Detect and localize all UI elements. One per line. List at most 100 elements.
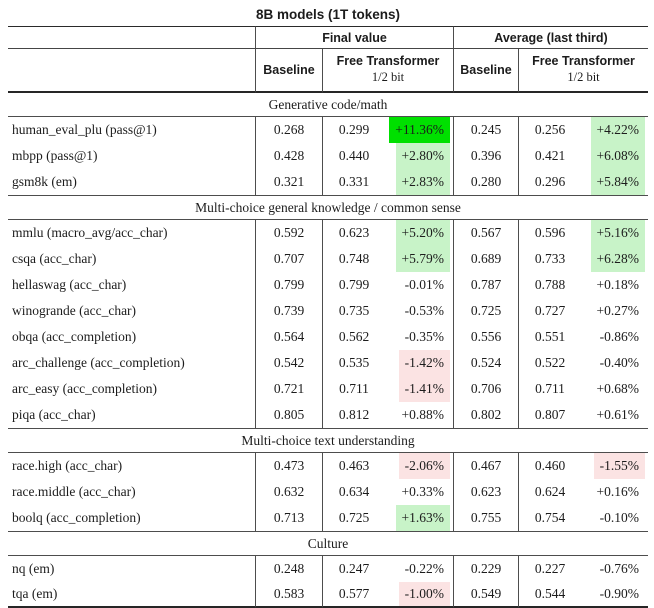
final-ft-value: 0.812 xyxy=(338,407,370,422)
final-free-transformer-cell: 0.748 +5.79% xyxy=(322,246,453,272)
final-free-transformer-cell: 0.535 -1.42% xyxy=(322,350,453,376)
final-ft-value: 0.725 xyxy=(338,510,370,525)
benchmark-name: race.middle (acc_char) xyxy=(12,484,136,499)
avg-ft-delta: +0.16% xyxy=(596,484,639,499)
subheader-baseline-average: Baseline xyxy=(453,49,518,93)
avg-ft-value: 0.227 xyxy=(534,561,566,576)
avg-baseline-value: 0.280 xyxy=(453,169,518,195)
avg-ft-delta: -0.76% xyxy=(599,561,639,576)
final-baseline-value: 0.592 xyxy=(255,220,322,246)
avg-baseline-value: 0.229 xyxy=(453,556,518,582)
benchmark-name: winogrande (acc_char) xyxy=(12,303,137,318)
avg-ft-delta: +5.16% xyxy=(590,220,645,246)
final-baseline-value: 0.428 xyxy=(255,143,322,169)
final-ft-value: 0.562 xyxy=(338,329,370,344)
half-bit-label: 1/2 bit xyxy=(371,70,405,84)
avg-free-transformer-cell: 0.788 +0.18% xyxy=(518,272,648,298)
subheader-baseline-final: Baseline xyxy=(255,49,322,93)
final-free-transformer-cell: 0.711 -1.41% xyxy=(322,376,453,402)
avg-ft-delta: +0.27% xyxy=(596,303,639,318)
final-ft-value: 0.634 xyxy=(338,484,370,499)
final-free-transformer-cell: 0.463 -2.06% xyxy=(322,453,453,479)
avg-free-transformer-cell: 0.711 +0.68% xyxy=(518,376,648,402)
final-ft-value: 0.623 xyxy=(338,225,370,240)
avg-free-transformer-cell: 0.296 +5.84% xyxy=(518,169,648,195)
avg-baseline-value: 0.467 xyxy=(453,453,518,479)
section-label: Multi-choice general knowledge / common … xyxy=(8,195,648,220)
benchmark-name: mbpp (pass@1) xyxy=(12,148,98,163)
avg-ft-value: 0.296 xyxy=(534,174,566,189)
final-free-transformer-cell: 0.331 +2.83% xyxy=(322,169,453,195)
avg-baseline-value: 0.567 xyxy=(453,220,518,246)
final-ft-value: 0.799 xyxy=(338,277,370,292)
final-ft-value: 0.735 xyxy=(338,303,370,318)
avg-baseline-value: 0.725 xyxy=(453,298,518,324)
avg-ft-value: 0.596 xyxy=(534,225,566,240)
benchmark-name: boolq (acc_completion) xyxy=(12,510,141,525)
avg-ft-delta: -0.90% xyxy=(599,586,639,601)
avg-baseline-value: 0.556 xyxy=(453,324,518,350)
final-baseline-value: 0.721 xyxy=(255,376,322,402)
benchmark-name: race.high (acc_char) xyxy=(12,458,123,473)
avg-ft-value: 0.727 xyxy=(534,303,566,318)
avg-free-transformer-cell: 0.596 +5.16% xyxy=(518,220,648,246)
avg-ft-value: 0.460 xyxy=(534,458,566,473)
avg-baseline-value: 0.623 xyxy=(453,479,518,505)
final-free-transformer-cell: 0.299 +11.36% xyxy=(322,117,453,143)
avg-free-transformer-cell: 0.421 +6.08% xyxy=(518,143,648,169)
benchmark-name: csqa (acc_char) xyxy=(12,251,97,266)
avg-ft-delta: +6.08% xyxy=(590,143,645,169)
final-baseline-value: 0.583 xyxy=(255,582,322,608)
final-baseline-value: 0.564 xyxy=(255,324,322,350)
avg-baseline-value: 0.689 xyxy=(453,246,518,272)
final-baseline-value: 0.542 xyxy=(255,350,322,376)
avg-ft-value: 0.711 xyxy=(535,381,565,396)
half-bit-label: 1/2 bit xyxy=(567,70,600,84)
avg-free-transformer-cell: 0.551 -0.86% xyxy=(518,324,648,350)
benchmark-name: tqa (em) xyxy=(8,582,255,608)
avg-free-transformer-cell: 0.624 +0.16% xyxy=(518,479,648,505)
benchmark-name: hellaswag (acc_char) xyxy=(12,277,127,292)
final-ft-value: 0.535 xyxy=(338,355,370,370)
final-ft-delta: -1.41% xyxy=(398,376,450,402)
final-free-transformer-cell: 0.725 +1.63% xyxy=(322,505,453,531)
final-ft-delta: -1.00% xyxy=(398,582,450,606)
final-ft-value: 0.577 xyxy=(338,586,370,601)
benchmark-name: mmlu (macro_avg/acc_char) xyxy=(12,225,168,240)
avg-ft-value: 0.551 xyxy=(534,329,566,344)
benchmark-name: piqa (acc_char) xyxy=(12,407,96,422)
final-free-transformer-cell: 0.812 +0.88% xyxy=(322,402,453,428)
avg-baseline-value: 0.549 xyxy=(453,582,518,608)
corner-blank-cell xyxy=(8,26,255,49)
avg-free-transformer-cell: 0.727 +0.27% xyxy=(518,298,648,324)
avg-ft-value: 0.544 xyxy=(534,586,566,601)
final-free-transformer-cell: 0.562 -0.35% xyxy=(322,324,453,350)
final-ft-delta: -2.06% xyxy=(398,453,450,479)
avg-ft-value: 0.733 xyxy=(534,251,566,266)
benchmark-name: arc_easy (acc_completion) xyxy=(12,381,158,396)
avg-ft-delta: -0.10% xyxy=(599,510,639,525)
free-transformer-label: Free Transformer xyxy=(532,54,635,69)
avg-baseline-value: 0.245 xyxy=(453,117,518,143)
subheader-free-transformer-final: Free Transformer 1/2 bit xyxy=(322,49,453,93)
final-ft-value: 0.711 xyxy=(339,381,369,396)
avg-ft-delta: +0.18% xyxy=(596,277,639,292)
avg-free-transformer-cell: 0.754 -0.10% xyxy=(518,505,648,531)
avg-ft-delta: +4.22% xyxy=(590,117,645,143)
final-ft-delta: +5.79% xyxy=(395,246,450,272)
avg-ft-delta: +6.28% xyxy=(590,246,645,272)
benchmark-name: gsm8k (em) xyxy=(12,174,77,189)
final-ft-value: 0.440 xyxy=(338,148,370,163)
avg-ft-value: 0.807 xyxy=(534,407,566,422)
avg-baseline-value: 0.802 xyxy=(453,402,518,428)
avg-ft-value: 0.256 xyxy=(534,122,566,137)
avg-ft-value: 0.522 xyxy=(534,355,566,370)
final-ft-value: 0.299 xyxy=(338,122,370,137)
final-baseline-value: 0.707 xyxy=(255,246,322,272)
final-ft-delta: -1.42% xyxy=(398,350,450,376)
subheader-free-transformer-average: Free Transformer 1/2 bit xyxy=(518,49,648,93)
avg-free-transformer-cell: 0.544 -0.90% xyxy=(518,582,648,608)
benchmark-name: arc_challenge (acc_completion) xyxy=(12,355,185,370)
group-header-average-last-third: Average (last third) xyxy=(453,26,648,49)
